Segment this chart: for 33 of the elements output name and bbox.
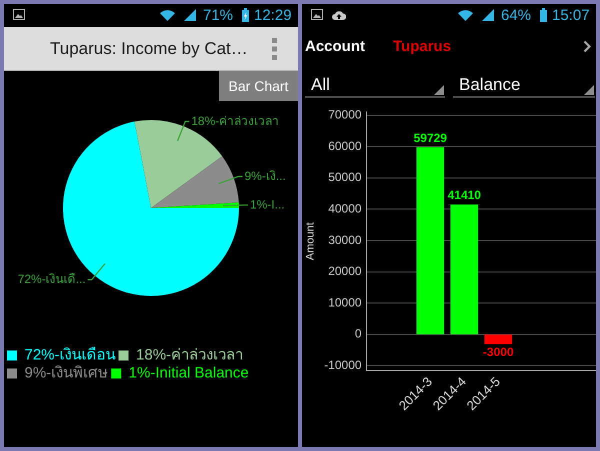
bar [416, 147, 444, 334]
data-label: 18%-ค่าล่วงเวลา [191, 114, 280, 128]
y-axis-title: Amount [304, 222, 317, 260]
data-label: 1%-I... [250, 197, 285, 212]
legend-label: 72%-เงินเดือน [24, 346, 116, 364]
text: Tuparus [393, 38, 452, 55]
legend-label: 1%-Initial Balance [128, 364, 249, 382]
text: 64% [501, 7, 532, 24]
legend-label: 18%-ค่าล่วงเวลา [136, 346, 244, 364]
y-tick-label: 60000 [328, 138, 362, 153]
y-tick-label: 10000 [328, 295, 362, 310]
y-tick-label: 0 [354, 326, 362, 341]
y-tick-label: -10000 [324, 358, 362, 372]
button: Bar Chart [219, 71, 298, 101]
data-label: 9%-เงิ... [244, 168, 286, 183]
legend-label: 9%-เงินพิเศษ [24, 364, 108, 382]
data-label: 72%-เงินเดื... [18, 272, 86, 286]
text: 71% [203, 7, 234, 24]
app-header: Tuparus: Income by Cat… [4, 27, 298, 71]
y-tick-label: 50000 [328, 170, 362, 184]
bar [450, 204, 478, 334]
y-tick-label: 70000 [328, 108, 362, 122]
y-tick-label: 20000 [328, 264, 362, 278]
text: 15:07 [552, 7, 590, 24]
data-label: 59729 [414, 130, 448, 145]
data-label: -3000 [482, 345, 514, 360]
y-tick-label: 30000 [328, 232, 362, 247]
chart-title: Tuparus: Income by Cat… [50, 39, 248, 58]
y-tick-label: 40000 [328, 202, 362, 216]
text: 12:29 [254, 7, 292, 24]
data-label: 41410 [448, 188, 482, 202]
text: Account [305, 38, 365, 55]
bar [484, 334, 512, 344]
